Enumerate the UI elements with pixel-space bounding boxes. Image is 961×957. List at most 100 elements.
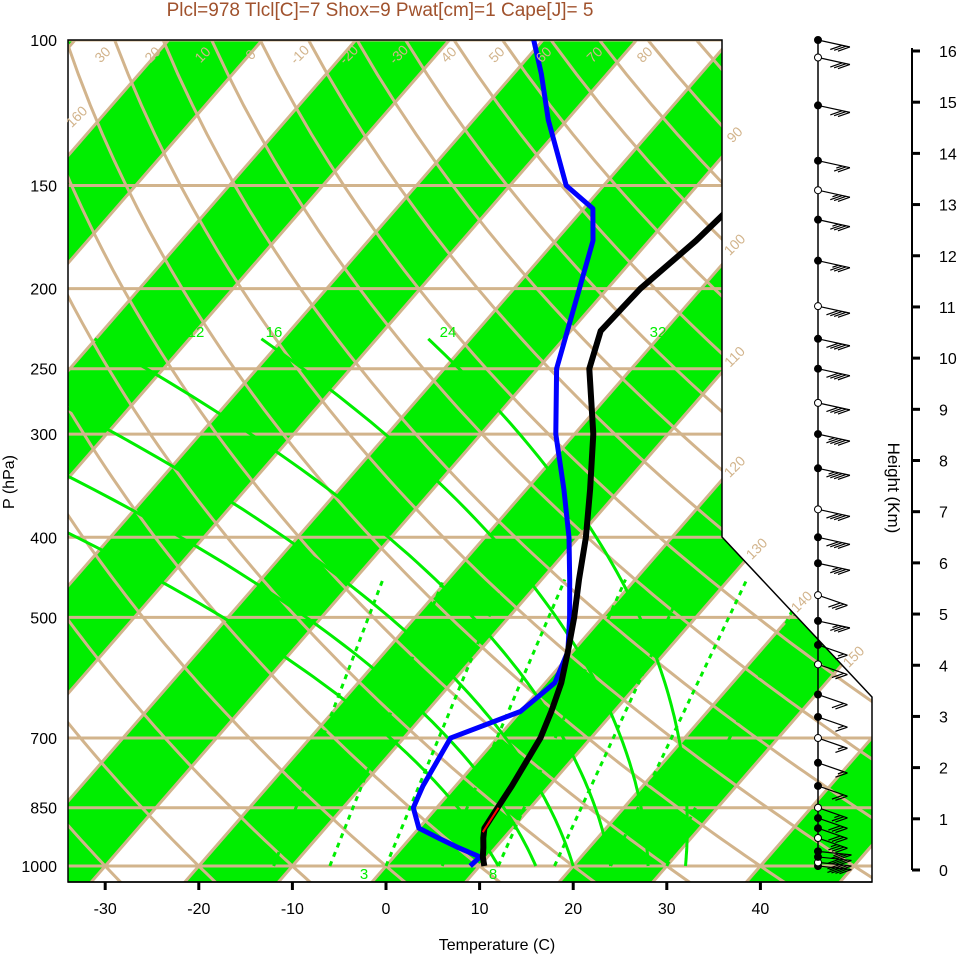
isotherm-band (68, 40, 332, 882)
wind-barb-flag (830, 843, 838, 848)
wind-barb-flag (837, 167, 851, 173)
isotherm-band (68, 40, 872, 882)
wind-barb-flag (832, 567, 839, 571)
wind-barb-flag (835, 817, 848, 823)
wind-level-marker (814, 758, 822, 767)
mixing-ratio-label: 12 (188, 324, 205, 341)
wind-level-marker (814, 559, 822, 568)
wind-barb-flag (837, 345, 851, 351)
wind-barb-flag (826, 310, 839, 316)
wind-barb-staff (817, 620, 851, 629)
wind-level-marker (814, 101, 822, 110)
isotherm-line (261, 40, 872, 882)
wind-barb-flag (835, 726, 848, 732)
isotherm-band (730, 40, 872, 882)
wind-barb-flag (835, 837, 848, 844)
wind-barb-flag (827, 864, 840, 870)
wind-barb-flag (830, 514, 843, 520)
wind-barb-staff (817, 663, 848, 676)
axes-layer: -30 -20 -10 0 10 20 30 401001502002503004005007… (21, 33, 956, 918)
wind-barb-staff (817, 305, 851, 314)
wind-barb-flag (828, 437, 835, 441)
wind-barb-flag (833, 110, 847, 117)
moist-adiabat-line (427, 337, 689, 867)
height-tick-label: 6 (939, 556, 948, 573)
wind-barb-flag (828, 835, 841, 841)
height-tick-label: 8 (939, 454, 948, 471)
wind-level-marker (814, 464, 822, 473)
mixing-ratio-label: 24 (440, 324, 457, 341)
wind-barb-flag (835, 847, 848, 853)
height-tick-label: 13 (939, 198, 957, 215)
wind-barb-flag (830, 473, 843, 479)
height-tick-label: 4 (939, 658, 948, 675)
isotherm-band (68, 40, 520, 882)
isotherm-line (635, 40, 872, 882)
wind-barb-flag (833, 63, 847, 69)
wind-barb-staff (817, 508, 851, 517)
mixing-ratio-line (665, 578, 809, 867)
wind-barb-staff (817, 219, 851, 228)
wind-barb-flag (830, 310, 843, 317)
wind-barb-flag (832, 194, 839, 198)
wind-barb-flag (833, 45, 847, 51)
isotherm-line (68, 40, 240, 882)
wind-barb-flag (839, 865, 852, 871)
wind-level-marker (814, 398, 822, 407)
wind-barb-column (814, 36, 852, 875)
wind-level-marker (814, 640, 822, 649)
dry-adiabat-line (805, 40, 872, 882)
wind-barb-flag (826, 472, 839, 478)
chart-title: Plcl=978 Tlcl[C]=7 Shox=9 Pwat[cm]=1 Cap… (166, 0, 594, 21)
wind-barb-flag (837, 63, 851, 70)
wind-barb-flag (833, 344, 847, 350)
wind-barb-staff (817, 856, 852, 862)
wind-level-marker (814, 505, 822, 514)
height-tick-label: 10 (939, 351, 957, 368)
isotherm-label: 50 (485, 43, 507, 65)
isotherm-line (68, 40, 708, 882)
wind-barb-staff (817, 861, 852, 867)
wind-barb-flag (833, 568, 847, 575)
wind-barb-flag (831, 864, 844, 870)
dry-adiabat-line (68, 40, 693, 882)
wind-barb-flag (833, 266, 847, 272)
isotherm-band (543, 40, 872, 882)
wind-barb-flag (830, 44, 843, 51)
wind-barb-flag (830, 62, 843, 68)
p-tick-label: 400 (30, 530, 57, 547)
wind-barb-staff (817, 644, 848, 656)
wind-barb-flag (830, 110, 843, 116)
wind-barb-staff (817, 594, 848, 606)
wind-barb-flag (837, 569, 851, 575)
wind-barb-flag (833, 311, 847, 318)
wind-barb-staff (817, 716, 848, 728)
dry-adiabat-line (68, 40, 788, 882)
wind-barb-flag (835, 654, 848, 660)
wind-level-marker (814, 824, 822, 833)
wind-barb-flag (832, 223, 839, 227)
isotherm-label: 130 (743, 534, 771, 562)
height-tick-label: 2 (939, 761, 948, 778)
wind-barb-flag (837, 440, 851, 446)
wind-level-marker (814, 156, 822, 165)
dry-adiabat-line (287, 40, 872, 882)
isotherm-band (68, 40, 707, 882)
p-tick-label: 250 (30, 362, 57, 379)
dry-adiabat-line (146, 40, 872, 882)
wind-barb-flag (837, 46, 851, 52)
height-tick-label: 9 (939, 402, 948, 419)
wind-barb-flag (830, 407, 843, 413)
wind-barb-flag (831, 826, 845, 832)
isotherm-label: 100 (721, 230, 749, 258)
wind-barb-flag (835, 747, 848, 754)
wind-barb-staff (817, 104, 851, 113)
wind-barb-flag (826, 513, 839, 519)
wind-barb-staff (817, 737, 848, 749)
wind-barb-flag (830, 265, 843, 271)
wind-barb-flag (830, 194, 843, 201)
mixing-ratio-label: 16 (266, 324, 283, 341)
isotherm-line (68, 40, 333, 882)
wind-level-marker (814, 256, 822, 265)
wind-barb-flag (835, 604, 848, 611)
